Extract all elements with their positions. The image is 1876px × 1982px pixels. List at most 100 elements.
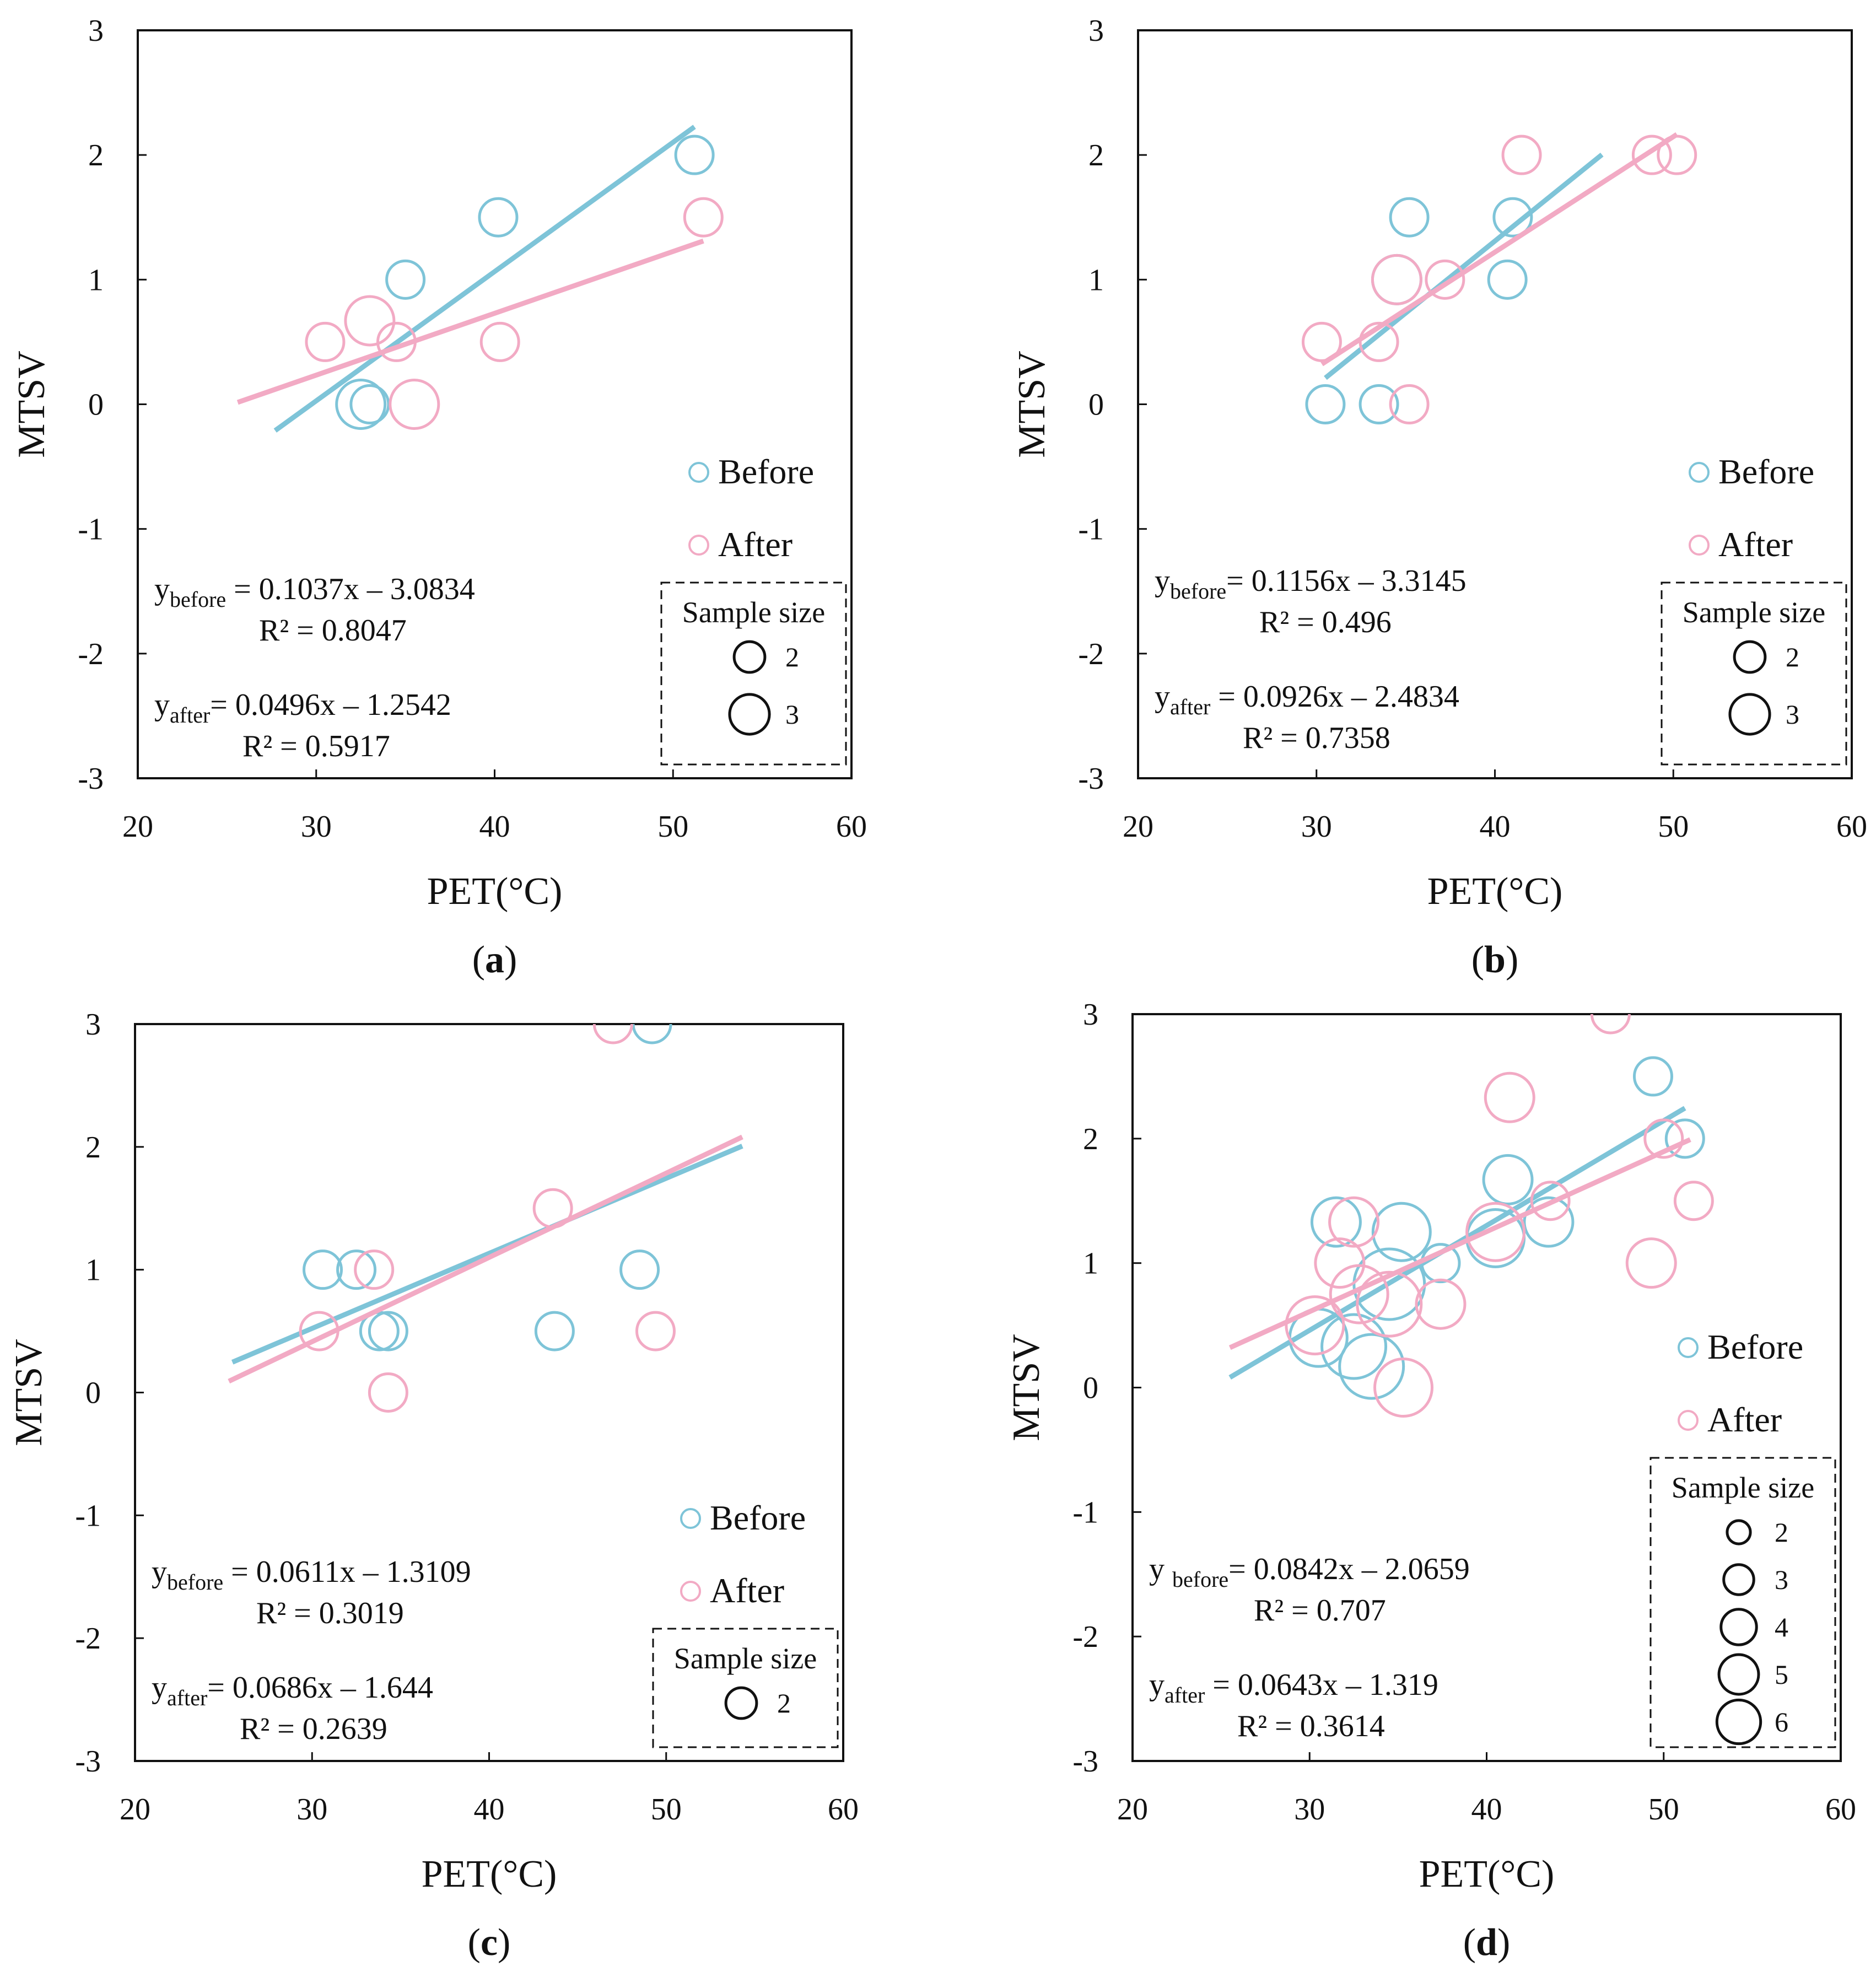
after-point: [1673, 1181, 1714, 1221]
y-tick-label: 1: [88, 263, 104, 297]
legend-before: Before: [1689, 452, 1814, 491]
data-layer: [236, 125, 724, 433]
equation-after-symbol: y: [1149, 1668, 1165, 1702]
data-layer: [1228, 1014, 1714, 1418]
after-point: [1329, 1264, 1389, 1324]
sample-size-value: 3: [785, 699, 799, 730]
x-tick-label: 40: [1471, 1792, 1502, 1827]
after-point: [1530, 1181, 1571, 1221]
after-point: [1415, 1278, 1467, 1330]
x-tick-label: 20: [1123, 810, 1153, 844]
equation-after-rhs: = 0.0496x – 1.2542: [210, 688, 451, 722]
panel-label-open: (: [472, 939, 485, 981]
before-point: [534, 1311, 575, 1351]
x-tick-label: 60: [836, 810, 867, 844]
equation-after-subscript: after: [170, 703, 210, 728]
after-point: [1484, 1071, 1535, 1123]
legend-before: Before: [1678, 1327, 1803, 1366]
after-point: [1373, 1358, 1434, 1418]
before-trendline: [273, 125, 696, 433]
y-axis-title: MTSV: [1011, 351, 1053, 457]
sample-size-box: [1649, 1457, 1836, 1748]
equation-after-subscript: after: [1165, 1683, 1205, 1708]
plot-frame: [137, 29, 853, 779]
legend-before-marker: [680, 1508, 701, 1529]
panel-label-close: ): [504, 939, 517, 981]
panel-label-close: ): [498, 1921, 510, 1964]
legend-after: After: [1678, 1400, 1782, 1439]
before-trendline: [1324, 152, 1604, 380]
x-axis-title: PET(°C): [1427, 870, 1563, 913]
equation-before-subscript: before: [1170, 579, 1226, 604]
sample-size-title: Sample size: [1672, 1471, 1814, 1504]
equation-after-subscript: after: [1170, 694, 1210, 719]
sample-size-marker: [1717, 1653, 1760, 1696]
r-squared-before: R² = 0.496: [1259, 605, 1392, 639]
equation-after-rhs: = 0.0643x – 1.319: [1205, 1668, 1438, 1702]
legend-after-marker: [1678, 1410, 1699, 1431]
before-point: [335, 379, 387, 430]
after-point: [1314, 1237, 1366, 1289]
equation-before-subscript: before: [167, 1570, 223, 1595]
panel-label: (b): [1471, 939, 1519, 981]
x-tick-label: 60: [1825, 1792, 1856, 1827]
equation-before-symbol: y: [154, 572, 170, 606]
data-layer: [228, 1024, 743, 1413]
sample-size-value: 2: [1775, 1517, 1788, 1548]
before-point: [1371, 1202, 1432, 1262]
equation-after-symbol: y: [1155, 680, 1170, 714]
y-tick-label: -2: [78, 637, 104, 671]
r-squared-after: R² = 0.3614: [1237, 1709, 1385, 1743]
legend-before-label: Before: [1707, 1327, 1803, 1366]
legend-after-label: After: [710, 1571, 784, 1610]
data-layer: [1301, 132, 1697, 424]
sample-size-marker: [1728, 693, 1771, 736]
equation-before-subscript: before: [170, 587, 226, 612]
before-point: [1338, 1333, 1405, 1400]
panel-b: 3 2 1 0 -1 -2 -3 20 30 40 50 60 PET(°C) MTSV (b) Before…: [1011, 14, 1867, 981]
plot-frame: [1137, 29, 1853, 779]
sample-size-marker: [728, 693, 771, 736]
sample-size-legend: Sample size 2 3 4 5 6: [1649, 1457, 1836, 1748]
before-point: [368, 1311, 408, 1351]
panel-label-open: (: [468, 1921, 481, 1964]
sample-size-box: [660, 581, 847, 766]
after-point: [1301, 321, 1342, 362]
x-tick-label: 50: [651, 1792, 682, 1827]
sample-size-marker: [1726, 1519, 1752, 1545]
after-point: [1389, 384, 1430, 424]
y-tick-label: -2: [75, 1622, 101, 1656]
y-axis-title: MTSV: [10, 351, 53, 457]
before-point: [478, 197, 519, 238]
before-point: [1492, 197, 1533, 238]
after-trendline: [1228, 1137, 1691, 1350]
sample-size-marker: [1719, 1608, 1758, 1646]
panel-d: 3 2 1 0 -1 -2 -3 20 30 40 50 60 PET(°C) MTSV (d) Before…: [1005, 998, 1856, 1964]
before-point: [1632, 1056, 1673, 1097]
y-tick-label: -1: [78, 513, 104, 547]
before-point: [619, 1249, 660, 1290]
after-point: [683, 197, 724, 238]
x-tick-label: 60: [828, 1792, 859, 1827]
panel-label-letter: b: [1484, 939, 1506, 981]
sample-size-marker: [1722, 1563, 1755, 1596]
y-tick-label: -3: [78, 762, 104, 796]
after-point: [1501, 134, 1542, 175]
after-point: [1425, 259, 1465, 300]
legend-before-label: Before: [1718, 452, 1814, 491]
equation-before-rhs: = 0.0842x – 2.0659: [1228, 1552, 1470, 1586]
before-point: [1523, 1196, 1575, 1248]
y-tick-label: 1: [1083, 1247, 1098, 1281]
y-tick-label: -3: [1078, 762, 1104, 796]
x-axis-title: PET(°C): [422, 1853, 557, 1895]
x-tick-label: 50: [1658, 810, 1689, 844]
sample-size-box: [1661, 581, 1847, 766]
equation-after-rhs: = 0.0926x – 2.4834: [1210, 680, 1459, 714]
after-point: [592, 1024, 633, 1044]
y-tick-label: 0: [85, 1376, 101, 1410]
x-tick-label: 20: [1117, 1792, 1148, 1827]
sample-size-marker: [732, 640, 767, 674]
after-point: [1465, 1202, 1526, 1262]
legend-after: After: [1689, 525, 1793, 564]
